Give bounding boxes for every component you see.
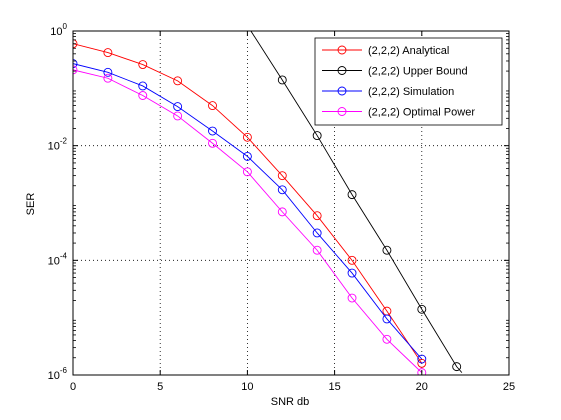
data-point (277, 171, 287, 181)
x-tick-label: 5 (157, 381, 163, 393)
legend-swatch-marker (337, 107, 347, 116)
data-point (312, 211, 322, 221)
series-1 (73, 39, 427, 368)
legend-label: (2,2,2) Optimal Power (368, 107, 475, 119)
y-tick-label: 10-2 (48, 137, 68, 153)
data-point (138, 81, 148, 91)
legend-swatch-marker (337, 66, 347, 75)
data-point (417, 368, 427, 375)
data-point (73, 39, 78, 49)
data-point (312, 228, 322, 238)
x-axis-label: SNR db (271, 396, 310, 408)
y-axis-label: SER (25, 193, 37, 216)
data-point (417, 354, 427, 364)
data-point (417, 304, 427, 314)
data-point (277, 75, 287, 85)
data-point (417, 358, 427, 368)
x-tick-label: 0 (70, 381, 76, 393)
data-point (452, 362, 462, 372)
data-point (138, 60, 148, 69)
data-point (382, 245, 392, 255)
data-point (173, 76, 183, 86)
series-line (250, 31, 463, 373)
legend: (2,2,2) Analytical (2,2,2) Upper Bound (2,… (314, 37, 503, 126)
data-point (347, 268, 357, 278)
series-line (73, 69, 423, 373)
data-point (277, 207, 287, 217)
series-3 (73, 59, 427, 364)
data-point (208, 138, 217, 148)
series-line (73, 63, 423, 360)
data-point (347, 293, 357, 303)
data-point (103, 48, 113, 58)
data-point (382, 334, 392, 344)
legend-label: (2,2,2) Analytical (368, 45, 449, 57)
x-tick-label: 15 (328, 381, 340, 393)
data-point (347, 255, 357, 265)
data-point (73, 59, 78, 69)
data-point (138, 91, 148, 100)
data-point (208, 126, 217, 136)
series-line (73, 43, 423, 364)
plot-area: 0 5 10 15 20 25 10-6 10-4 10-2 100 (48, 22, 516, 393)
data-point (173, 102, 183, 112)
axes-box (72, 30, 510, 376)
data-point (312, 131, 322, 141)
x-tick-label: 20 (416, 381, 428, 393)
data-point (173, 111, 183, 121)
data-point (312, 245, 322, 255)
data-point (73, 65, 78, 75)
x-tick-label: 10 (241, 381, 253, 393)
y-tick-label: 10-4 (48, 251, 68, 267)
series-4 (73, 65, 427, 375)
data-point (277, 185, 287, 195)
x-tick-label: 25 (503, 381, 515, 393)
legend-swatch-marker (337, 86, 347, 96)
data-point (382, 314, 392, 324)
y-tick-label: 10-6 (48, 366, 68, 382)
data-point (347, 190, 357, 200)
data-point (242, 132, 252, 142)
legend-label: (2,2,2) Upper Bound (368, 66, 468, 78)
legend-label: (2,2,2) Simulation (368, 86, 454, 98)
data-point (242, 151, 252, 161)
data-point (242, 167, 252, 177)
legend-swatch-marker (337, 45, 347, 55)
data-point (103, 73, 113, 83)
data-point (208, 101, 217, 111)
y-tick-label: 100 (50, 22, 67, 38)
series-2 (250, 31, 463, 373)
data-point (103, 67, 113, 77)
